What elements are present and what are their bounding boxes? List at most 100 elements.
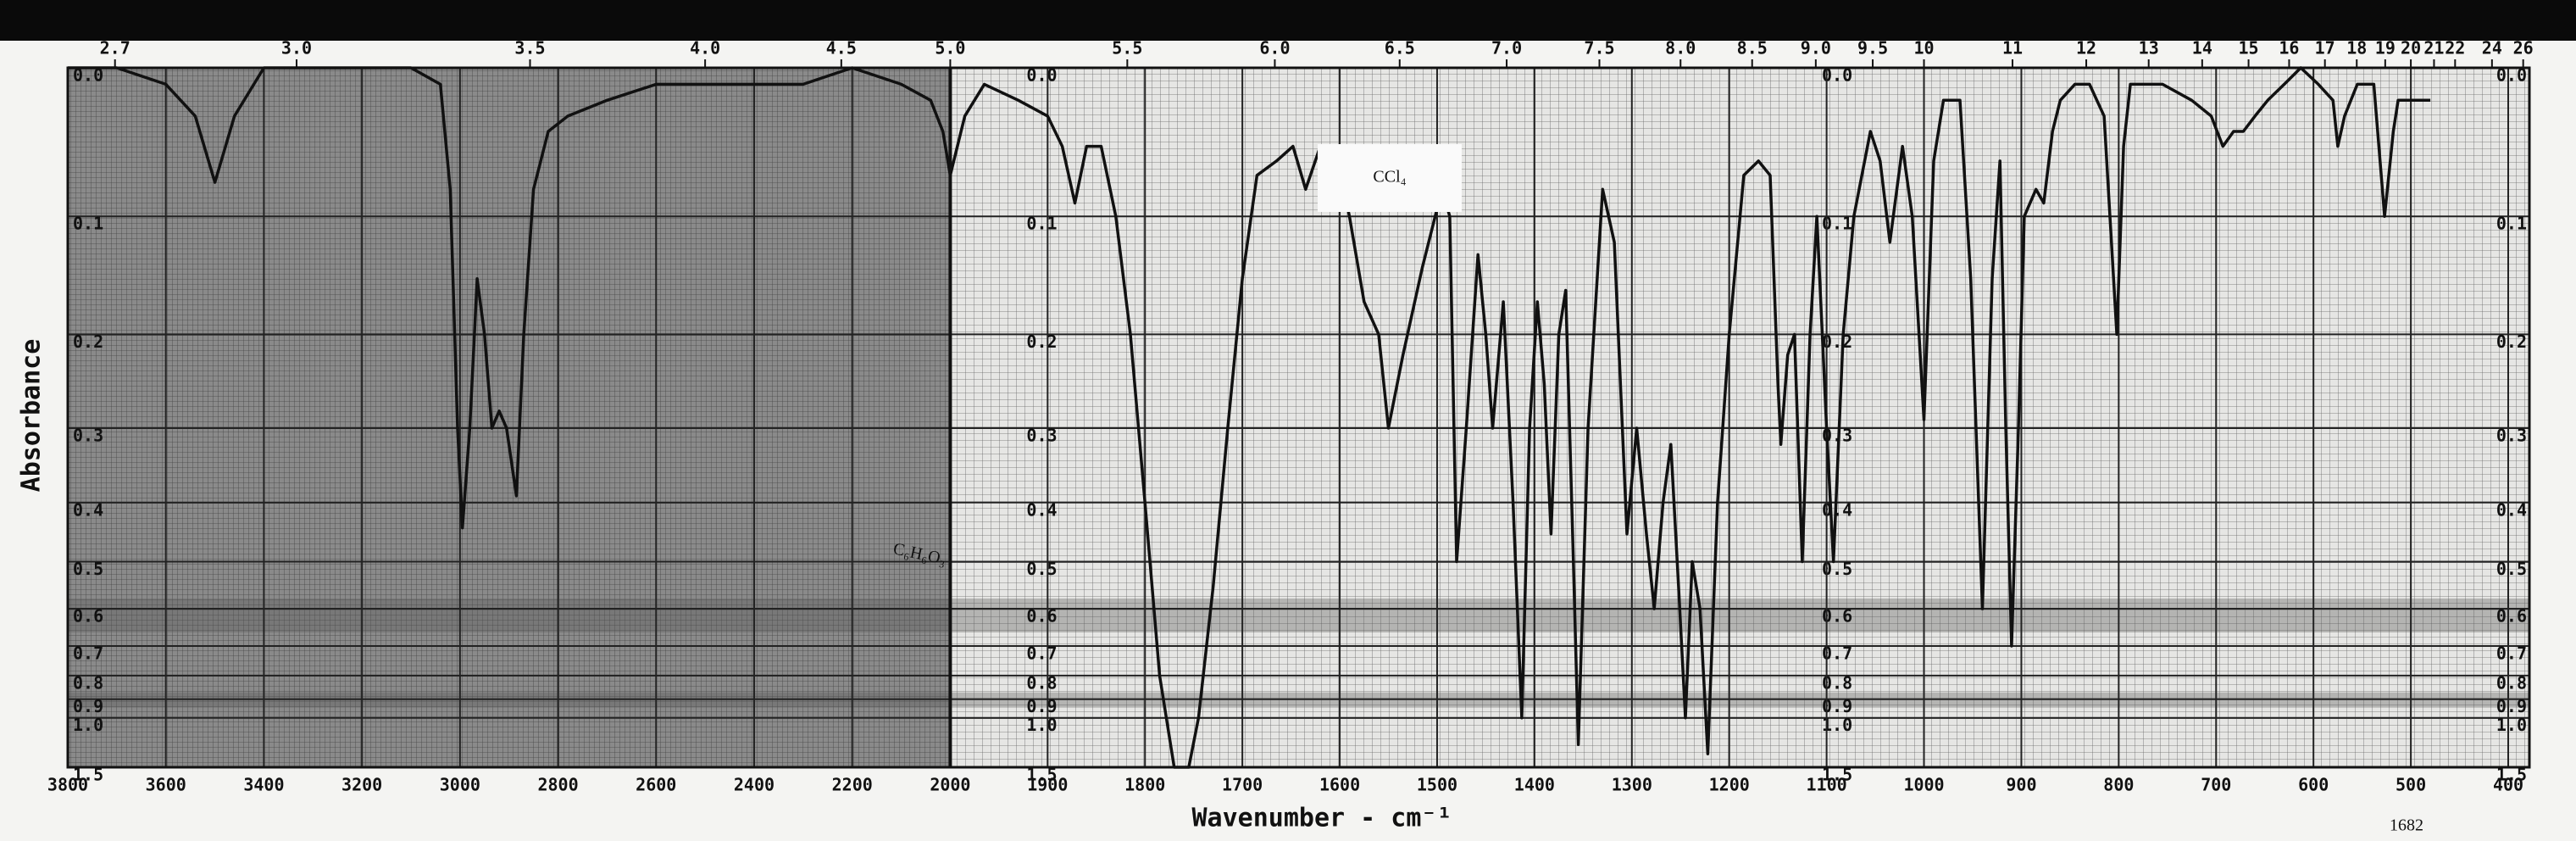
- x2-tick-label: 20: [2401, 38, 2421, 58]
- spectrum-line: [68, 66, 2431, 769]
- x2-tick-label: 6.5: [1385, 38, 1415, 58]
- x-tick-label: 1700: [1222, 775, 1263, 795]
- y-tick-label: 0.2: [1026, 331, 1057, 352]
- x2-tick-label: 19: [2375, 38, 2396, 58]
- dark-band: [68, 598, 2529, 632]
- x2-tick-label: 3.0: [281, 38, 312, 58]
- annotation-box: [1318, 144, 1462, 212]
- x2-tick-label: 5.5: [1112, 38, 1142, 58]
- y-tick-label: 0.4: [1026, 499, 1057, 520]
- x2-tick-label: 22: [2445, 38, 2465, 58]
- x-tick-label: 500: [2396, 775, 2426, 795]
- y-tick-label: 0.3: [1026, 425, 1057, 445]
- x-tick-label: 1300: [1612, 775, 1652, 795]
- x2-tick-label: 4.0: [690, 38, 720, 58]
- x-tick-label: 3200: [341, 775, 382, 795]
- y-tick-label: 0.1: [1026, 214, 1057, 234]
- y-tick-label: 0.2: [73, 331, 103, 352]
- x-tick-label: 1100: [1807, 775, 1847, 795]
- x2-tick-label: 7.5: [1584, 38, 1614, 58]
- x2-tick-label: 26: [2513, 38, 2534, 58]
- x-tick-label: 1200: [1709, 775, 1750, 795]
- x-tick-label: 3600: [146, 775, 186, 795]
- y-tick-label: 0.7: [2496, 643, 2527, 663]
- y-tick-label: 0.1: [2496, 214, 2527, 234]
- x2-tick-label: 16: [2279, 38, 2299, 58]
- x2-tick-label: 17: [2315, 38, 2335, 58]
- plot-grid-right: [950, 68, 2529, 767]
- y-tick-label: 1.0: [2496, 715, 2527, 735]
- x2-tick-label: 5.0: [935, 38, 965, 58]
- x-tick-label: 3800: [47, 775, 88, 795]
- y-tick-label: 0.5: [1026, 559, 1057, 579]
- x2-tick-label: 15: [2239, 38, 2259, 58]
- x-tick-label: 1000: [1903, 775, 1944, 795]
- plot-grid-left: [68, 68, 951, 767]
- y-tick-label: 0.9: [2496, 696, 2527, 716]
- y-tick-label: 1.0: [1026, 715, 1057, 735]
- y-tick-label: 0.6: [2496, 605, 2527, 626]
- x-tick-label: 2600: [636, 775, 676, 795]
- x-tick-label: 800: [2103, 775, 2134, 795]
- x-axis-title: Wavenumber - cm⁻¹: [1191, 804, 1452, 833]
- x-tick-label: 1800: [1124, 775, 1165, 795]
- x2-tick-label: 7.0: [1491, 38, 1522, 58]
- x-tick-label: 2400: [734, 775, 774, 795]
- x2-tick-label: 21: [2423, 38, 2444, 58]
- x2-tick-label: 10: [1913, 38, 1934, 58]
- y-tick-label: 0.7: [1026, 643, 1057, 663]
- y-tick-label: 1.0: [73, 715, 103, 735]
- y-tick-label: 0.2: [2496, 331, 2527, 352]
- x-tick-label: 600: [2298, 775, 2329, 795]
- x-tick-label: 2800: [537, 775, 578, 795]
- y-tick-label: 0.3: [2496, 425, 2527, 445]
- y-tick-label: 0.8: [2496, 672, 2527, 693]
- annotation: 1682: [2390, 816, 2423, 835]
- y-tick-label: 0.3: [73, 425, 103, 445]
- x-tick-label: 2200: [832, 775, 873, 795]
- y-tick-label: 0.8: [73, 672, 103, 693]
- annotation: CCl₄: [1373, 168, 1406, 187]
- x-tick-label: 3400: [243, 775, 284, 795]
- x-tick-label: 2000: [930, 775, 970, 795]
- y-tick-label: 0.9: [1026, 696, 1057, 716]
- x2-tick-label: 8.0: [1665, 38, 1696, 58]
- x2-tick-label: 9.0: [1801, 38, 1831, 58]
- x2-tick-label: 14: [2192, 38, 2212, 58]
- y-tick-label: 0.8: [1026, 672, 1057, 693]
- plot-frame: [66, 66, 2531, 769]
- y-tick-label: 0.5: [2496, 559, 2527, 579]
- x2-tick-label: 6.0: [1259, 38, 1290, 58]
- x2-tick-label: 3.5: [514, 38, 545, 58]
- y-tick-label: 0.4: [2496, 499, 2527, 520]
- x-tick-label: 3000: [440, 775, 480, 795]
- y-tick-label: 0.7: [73, 643, 103, 663]
- x-tick-label: 900: [2006, 775, 2036, 795]
- x2-tick-label: 4.5: [826, 38, 857, 58]
- x2-tick-label: 18: [2346, 38, 2367, 58]
- x-tick-label: 1400: [1514, 775, 1555, 795]
- chart-background: [68, 68, 2529, 767]
- x2-tick-label: 2.7: [100, 38, 130, 58]
- scan-border: [0, 0, 2576, 41]
- x-tick-label: 700: [2201, 775, 2231, 795]
- x-tick-label: 1900: [1027, 775, 1068, 795]
- x2-tick-label: 9.5: [1857, 38, 1888, 58]
- x2-tick-label: 11: [2002, 38, 2023, 58]
- y-tick-label: 0.4: [73, 499, 103, 520]
- y-tick-label: 0.6: [73, 605, 103, 626]
- y-axis-title: Absorbance: [17, 339, 47, 493]
- y-tick-label: 0.5: [73, 559, 103, 579]
- y-tick-label: 0.1: [73, 214, 103, 234]
- x2-tick-label: 8.5: [1737, 38, 1768, 58]
- y-tick-label: 0.6: [1026, 605, 1057, 626]
- x-tick-label: 1600: [1319, 775, 1360, 795]
- x2-tick-label: 12: [2076, 38, 2096, 58]
- x-tick-label: 400: [2493, 775, 2523, 795]
- y-tick-label: 0.9: [73, 696, 103, 716]
- x2-tick-label: 13: [2139, 38, 2159, 58]
- x-tick-label: 1500: [1417, 775, 1457, 795]
- x2-tick-label: 24: [2482, 38, 2502, 58]
